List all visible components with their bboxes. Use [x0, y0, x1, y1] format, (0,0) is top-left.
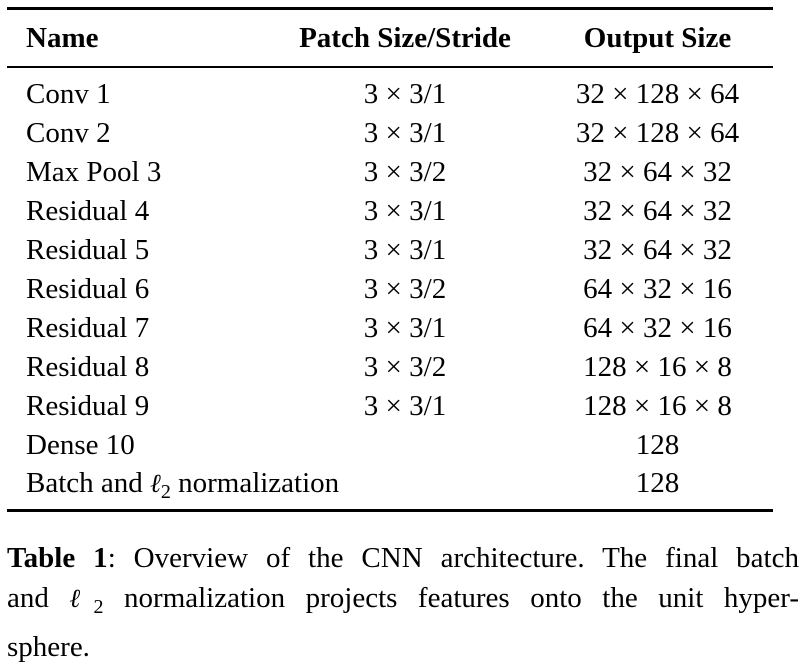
table-row-name: Residual 8 [26, 351, 150, 383]
caption-line-2-suffix: normalization projects features onto the… [103, 582, 799, 614]
table-row-output: 32 × 64 × 32 [583, 234, 732, 266]
caption-line-1-text: : Overview of the CNN architecture. The … [107, 542, 799, 574]
table-row-patch: 3 × 3/1 [363, 78, 447, 110]
table-row-name: Dense 10 [26, 429, 135, 461]
header-name: Name [26, 22, 99, 54]
table-row-patch: 3 × 3/1 [363, 117, 447, 149]
table-row-output: 32 × 64 × 32 [583, 156, 732, 188]
header-output-size: Output Size [583, 22, 732, 54]
table-header-rule [7, 66, 773, 68]
table-row-patch: 3 × 3/1 [363, 195, 447, 227]
table-row-output: 128 [635, 467, 680, 499]
row-name-suffix: normalization [170, 467, 340, 499]
table-row-output: 128 × 16 × 8 [583, 351, 732, 383]
table-row-patch: 3 × 3/1 [363, 234, 447, 266]
table-row-patch: 3 × 3/1 [363, 390, 447, 422]
ell-symbol: ℓ [150, 469, 161, 499]
table-row-patch: 3 × 3/2 [363, 156, 447, 188]
table-row-output: 32 × 64 × 32 [583, 195, 732, 227]
table-row-patch: 3 × 3/2 [363, 351, 447, 383]
table-row-patch: 3 × 3/2 [363, 273, 447, 305]
caption-label: Table 1 [7, 542, 108, 574]
caption-ell-subscript: 2 [93, 596, 104, 618]
table-row-output: 128 × 16 × 8 [583, 390, 732, 422]
caption-line-2-prefix: and [7, 582, 70, 614]
table-row-name: Residual 5 [26, 234, 150, 266]
caption-line-2: and ℓ2 normalization projects features o… [7, 578, 799, 627]
table-row-name: Conv 1 [26, 78, 111, 110]
table-row-output: 64 × 32 × 16 [583, 312, 732, 344]
row-name-prefix: Batch and [26, 467, 151, 499]
table-top-rule [7, 7, 773, 10]
table-row-name: Residual 7 [26, 312, 150, 344]
caption-ell-symbol: ℓ [69, 584, 94, 614]
table-row-name: Residual 9 [26, 390, 150, 422]
table-row-patch: 3 × 3/1 [363, 312, 447, 344]
table-row-output: 32 × 128 × 64 [575, 117, 740, 149]
table-caption: Table 1: Overview of the CNN architectur… [7, 538, 799, 667]
table-row-name: Batch and ℓ2 normalization [26, 466, 339, 509]
caption-line-3: sphere. [7, 631, 90, 663]
table-bottom-rule [7, 509, 773, 512]
table-row-name: Residual 4 [26, 195, 150, 227]
table-row-output: 128 [635, 429, 680, 461]
caption-line-1: Table 1: Overview of the CNN architectur… [7, 538, 799, 578]
table-row-output: 64 × 32 × 16 [583, 273, 732, 305]
table-row-name: Max Pool 3 [26, 156, 162, 188]
ell-subscript: 2 [160, 481, 171, 503]
table-row-name: Residual 6 [26, 273, 150, 305]
table-row-name: Conv 2 [26, 117, 111, 149]
header-patch-size-stride: Patch Size/Stride [299, 22, 511, 54]
table-row-output: 32 × 128 × 64 [575, 78, 740, 110]
